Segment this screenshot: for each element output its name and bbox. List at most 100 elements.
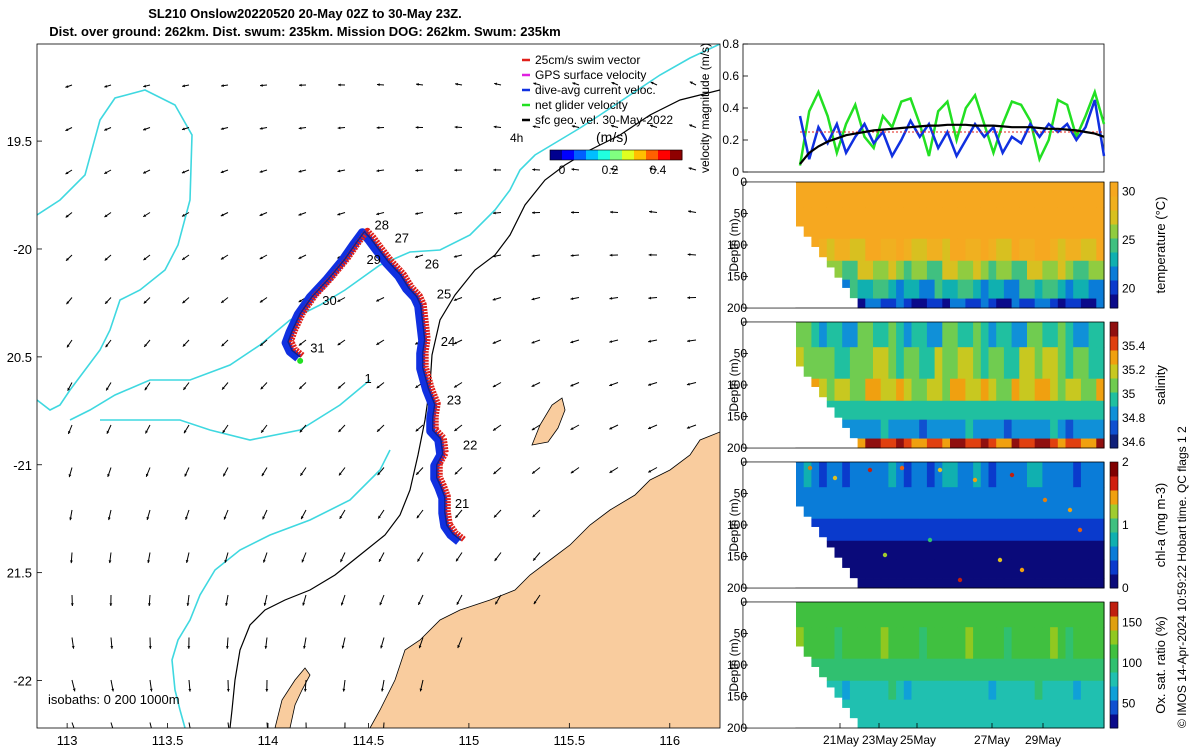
section-cell xyxy=(849,699,859,719)
section-cell xyxy=(911,419,920,439)
section-cell xyxy=(1003,279,1013,299)
section-cell xyxy=(1073,699,1082,719)
section-cell xyxy=(1019,347,1028,380)
legend-item-label: dive-avg current veloc. xyxy=(535,83,656,97)
section-cell xyxy=(1034,658,1043,682)
geostrophic-velocity-arrow xyxy=(298,339,307,346)
section-y-axis-label: Depth (m) xyxy=(727,498,741,551)
section-cell xyxy=(1027,602,1036,628)
colorbar-frame xyxy=(549,149,683,161)
section-cell xyxy=(873,298,882,309)
colorbar-tick-label: 0.4 xyxy=(650,163,667,177)
geostrophic-velocity-arrow xyxy=(305,722,307,728)
section-cell xyxy=(857,347,866,380)
section-cell xyxy=(857,238,866,262)
copyright-text: © IMOS 14-Apr-2024 10:59:22 Hobart time.… xyxy=(1175,426,1189,728)
geostrophic-velocity-arrow xyxy=(687,339,697,343)
geostrophic-velocity-arrow xyxy=(688,167,697,171)
section-cell xyxy=(880,260,889,281)
section-cell xyxy=(857,260,866,281)
section-cell xyxy=(1011,578,1020,589)
section-colorbar-segment xyxy=(1110,364,1118,379)
section-colorbar-label: Ox. sat. ratio (%) xyxy=(1153,616,1168,714)
section-cell xyxy=(1042,207,1051,240)
section-cell xyxy=(1027,718,1036,729)
colorbar-unit-label: (m/s) xyxy=(596,129,628,145)
section-cell xyxy=(896,322,905,348)
section-colorbar-segment xyxy=(1110,266,1118,281)
section-cell xyxy=(857,602,866,628)
section-cell xyxy=(1096,347,1105,380)
chl-sample-dot xyxy=(1009,472,1015,478)
section-cell xyxy=(1057,462,1067,488)
geostrophic-velocity-arrow xyxy=(299,467,307,477)
section-cell xyxy=(826,182,836,208)
geostrophic-velocity-arrow xyxy=(70,552,73,564)
section-cell xyxy=(1050,680,1059,701)
geostrophic-velocity-arrow xyxy=(647,424,658,430)
section-cell xyxy=(903,578,913,589)
legend-item-label: GPS surface velocity xyxy=(535,68,646,82)
geostrophic-velocity-arrow xyxy=(494,82,502,86)
section-cell xyxy=(965,658,974,682)
section-cell xyxy=(988,438,997,449)
geostrophic-velocity-arrow xyxy=(186,594,190,606)
geostrophic-velocity-arrow xyxy=(417,594,424,606)
section-cell xyxy=(926,578,936,589)
section-cell xyxy=(796,347,805,367)
section-colorbar-tick-label: 35.4 xyxy=(1122,339,1146,353)
section-colorbar-segment xyxy=(1110,406,1118,421)
section-cell xyxy=(865,680,874,701)
section-cell xyxy=(888,347,897,380)
section-cell xyxy=(926,462,936,488)
section-cell xyxy=(965,699,974,719)
section-cell xyxy=(965,718,974,729)
section-cell xyxy=(865,518,874,542)
section-cell xyxy=(1096,718,1105,729)
section-cell xyxy=(1088,462,1097,488)
section-y-tick-label: 0 xyxy=(740,455,747,469)
section-cell xyxy=(996,279,1005,299)
section-cell xyxy=(942,699,951,719)
section-cell xyxy=(980,680,990,701)
section-cell xyxy=(919,347,928,380)
section-cell xyxy=(1057,279,1067,299)
section-cell xyxy=(1065,540,1074,561)
geostrophic-velocity-arrow xyxy=(686,382,697,386)
section-cell xyxy=(1003,238,1013,262)
section-cell xyxy=(919,400,928,421)
section-cell xyxy=(834,378,843,402)
section-cell xyxy=(1034,238,1043,262)
section-cell xyxy=(1080,400,1090,421)
section-cell xyxy=(903,279,913,299)
geostrophic-velocity-arrow xyxy=(301,552,307,563)
section-cell xyxy=(1080,207,1090,240)
section-cell xyxy=(973,462,982,488)
geostrophic-velocity-arrow xyxy=(337,297,346,303)
geostrophic-velocity-arrow xyxy=(71,637,75,649)
section-cell xyxy=(1050,559,1059,579)
colorbar-segment xyxy=(586,150,599,160)
section-cell xyxy=(980,559,990,579)
geostrophic-velocity-arrow xyxy=(104,84,112,88)
section-cell xyxy=(950,260,959,281)
section-cell xyxy=(934,699,943,719)
colorbar-segment xyxy=(658,150,671,160)
section-cell xyxy=(1034,540,1043,561)
section-cell xyxy=(842,602,851,628)
section-cell xyxy=(957,462,966,488)
section-cell xyxy=(1065,699,1074,719)
section-cell xyxy=(926,718,936,729)
section-cell xyxy=(896,238,905,262)
section-cell xyxy=(988,238,997,262)
section-cell xyxy=(896,378,905,402)
section-cell xyxy=(926,627,936,660)
section-cell xyxy=(934,658,943,682)
section-cell xyxy=(996,378,1005,402)
section-cell xyxy=(1057,260,1067,281)
section-cell xyxy=(880,658,889,682)
section-cell xyxy=(1065,207,1074,240)
geostrophic-velocity-arrow xyxy=(105,382,112,391)
